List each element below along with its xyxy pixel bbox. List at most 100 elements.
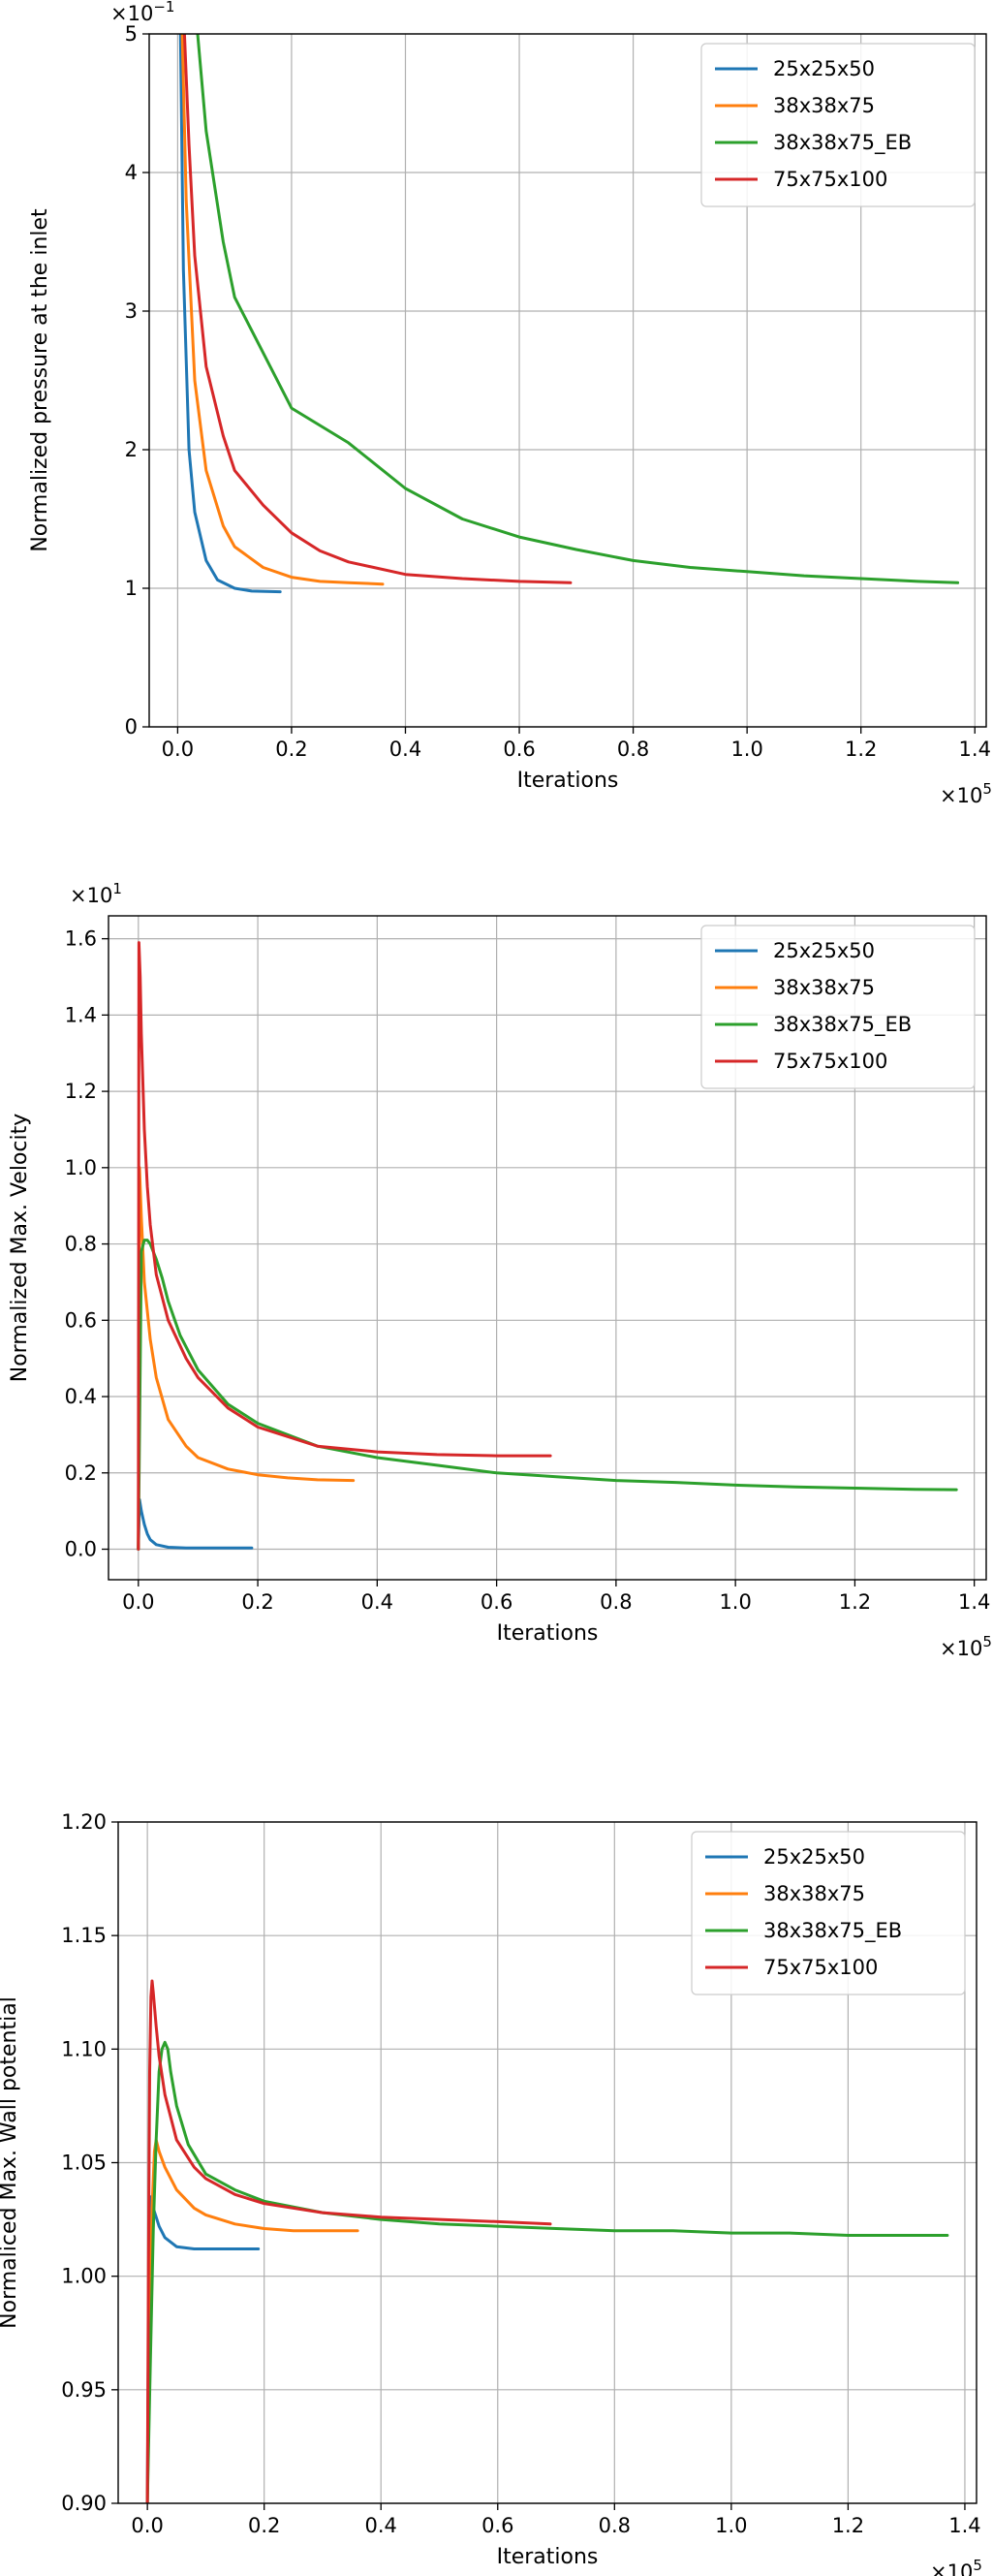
y-tick-label: 5 — [125, 22, 138, 46]
chart-3: 0.0 0.2 0.4 0.6 0.8 1.0 1.2 1.4 0.90 0.95 1.00 1.05… — [0, 1810, 982, 2576]
y-tick-label: 4 — [125, 161, 138, 184]
legend-label-25x25x50: 25x25x50 — [773, 939, 875, 962]
y-tick-label: 0.8 — [65, 1233, 97, 1256]
x-tick-label: 1.4 — [958, 1590, 990, 1614]
y-axis-label: Normalized Max. Velocity — [8, 1114, 32, 1383]
y-multiplier: ×10−1 — [110, 0, 174, 25]
x-tick-label: 0.2 — [275, 738, 307, 761]
legend-box — [700, 43, 976, 207]
x-tick-label: 0.6 — [503, 738, 535, 761]
legend-label-38x38x75: 38x38x75 — [773, 94, 875, 117]
legend-label-25x25x50: 25x25x50 — [773, 57, 875, 80]
legend-label-75x75x100: 75x75x100 — [763, 1956, 878, 1979]
x-tick-label: 0.2 — [248, 2514, 280, 2537]
x-tick-label: 0.0 — [162, 738, 194, 761]
x-multiplier: ×105 — [930, 2557, 982, 2576]
y-tick-label: 1.20 — [61, 1810, 107, 1834]
x-tick-label: 1.0 — [719, 1590, 751, 1614]
x-multiplier-base: ×10 — [940, 1637, 982, 1660]
y-tick-label: 0.4 — [65, 1385, 97, 1408]
x-multiplier-exponent: 5 — [973, 2557, 982, 2574]
y-tick-label: 1.0 — [65, 1156, 97, 1179]
y-axis-label: Normalized pressure at the inlet — [28, 208, 52, 552]
x-tick-label: 1.0 — [730, 738, 762, 761]
x-tick-label: 1.0 — [715, 2514, 747, 2537]
x-multiplier-exponent: 5 — [982, 1633, 992, 1650]
legend-label-75x75x100: 75x75x100 — [773, 168, 887, 191]
y-tick-label: 1.15 — [61, 1924, 107, 1947]
x-tick-label: 1.2 — [845, 738, 877, 761]
y-tick-label: 2 — [125, 438, 138, 461]
x-tick-label: 0.4 — [389, 738, 421, 761]
y-tick-label: 1.10 — [61, 2037, 107, 2060]
series-line-75x75x100 — [137, 941, 552, 1551]
x-tick-label: 0.8 — [600, 1590, 632, 1614]
y-tick-label: 0 — [125, 715, 138, 738]
legend-label-38x38x75-eb: 38x38x75_EB — [773, 131, 912, 155]
series-line-38x38x75-eb — [196, 34, 960, 584]
y-multiplier-base: ×10 — [110, 2, 153, 25]
x-axis-label: Iterations — [497, 2545, 599, 2569]
axes-frame — [108, 915, 987, 1581]
x-tick-label: 0.2 — [241, 1590, 273, 1614]
axes-frame — [148, 33, 987, 728]
series-line-38x38x75-eb — [145, 2040, 949, 2503]
x-tick-label: 1.4 — [948, 2514, 980, 2537]
y-tick-label: 3 — [125, 299, 138, 323]
y-multiplier: ×101 — [70, 880, 122, 907]
legend-box — [700, 925, 976, 1089]
x-tick-label: 0.8 — [617, 738, 649, 761]
y-multiplier-exponent: −1 — [153, 0, 174, 16]
x-multiplier-exponent: 5 — [982, 780, 992, 798]
chart-2: 0.0 0.2 0.4 0.6 0.8 1.0 1.2 1.4 0.0 0.2 0.4 0.6 0.8 1… — [8, 880, 992, 1660]
x-axis-label: Iterations — [517, 769, 619, 793]
legend-box — [691, 1831, 966, 1995]
y-tick-label: 1.6 — [65, 927, 97, 951]
series-line-38x38x75 — [137, 1166, 356, 1551]
y-tick-label: 1.2 — [65, 1080, 97, 1103]
y-tick-label: 1.00 — [61, 2265, 107, 2288]
series-line-38x38x75 — [180, 34, 385, 586]
x-tick-label: 0.6 — [481, 2514, 513, 2537]
legend-label-38x38x75: 38x38x75 — [773, 976, 875, 999]
x-axis-label: Iterations — [497, 1621, 599, 1646]
series-line-75x75x100 — [182, 34, 573, 584]
legend: 25x25x50 38x38x75 38x38x75_EB 75x75x100 — [700, 43, 976, 207]
x-tick-label: 0.4 — [361, 1590, 393, 1614]
series-line-38x38x75-eb — [137, 1239, 958, 1551]
x-multiplier-base: ×10 — [940, 784, 982, 807]
x-tick-label: 0.4 — [365, 2514, 397, 2537]
legend-label-38x38x75-eb: 38x38x75_EB — [763, 1919, 902, 1943]
y-tick-label: 1 — [125, 577, 138, 600]
y-tick-label: 0.6 — [65, 1308, 97, 1332]
series-line-38x38x75 — [145, 2138, 359, 2503]
x-tick-label: 1.4 — [959, 738, 991, 761]
legend-label-38x38x75-eb: 38x38x75_EB — [773, 1013, 912, 1037]
series-line-25x25x50 — [178, 34, 282, 594]
y-tick-label: 0.2 — [65, 1461, 97, 1485]
series-line-25x25x50 — [145, 2195, 261, 2503]
legend: 25x25x50 38x38x75 38x38x75_EB 75x75x100 — [700, 925, 976, 1089]
series-line-75x75x100 — [145, 1979, 552, 2503]
x-tick-label: 1.2 — [832, 2514, 864, 2537]
y-axis-label: Normaliced Max. Wall potential — [0, 1996, 21, 2329]
y-tick-label: 0.0 — [65, 1538, 97, 1561]
series-line-25x25x50 — [137, 1497, 254, 1551]
legend-label-25x25x50: 25x25x50 — [763, 1845, 865, 1869]
x-tick-label: 0.0 — [122, 1590, 154, 1614]
legend-label-38x38x75: 38x38x75 — [763, 1882, 865, 1905]
y-tick-label: 0.95 — [61, 2378, 107, 2402]
x-tick-label: 0.0 — [131, 2514, 163, 2537]
x-multiplier: ×105 — [940, 780, 992, 807]
y-tick-label: 1.4 — [65, 1003, 97, 1026]
x-multiplier: ×105 — [940, 1633, 992, 1660]
legend-label-75x75x100: 75x75x100 — [773, 1050, 887, 1073]
chart-1: 0.0 0.2 0.4 0.6 0.8 1.0 1.2 1.4 0 1 2 3 4 5 Iterations… — [28, 0, 992, 807]
y-tick-label: 0.90 — [61, 2492, 107, 2515]
x-multiplier-base: ×10 — [930, 2560, 973, 2576]
x-tick-label: 0.8 — [599, 2514, 631, 2537]
x-tick-label: 1.2 — [839, 1590, 871, 1614]
y-multiplier-base: ×10 — [70, 884, 112, 907]
y-tick-label: 1.05 — [61, 2152, 107, 2175]
